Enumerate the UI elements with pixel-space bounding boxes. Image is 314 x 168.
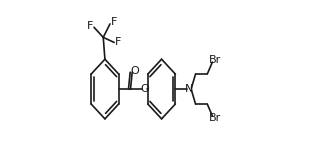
Text: O: O (130, 66, 139, 76)
Text: F: F (115, 37, 121, 47)
Text: F: F (111, 17, 117, 27)
Text: Br: Br (209, 55, 221, 66)
Text: O: O (140, 84, 149, 94)
Text: N: N (185, 84, 193, 94)
Text: F: F (87, 21, 94, 31)
Text: Br: Br (209, 113, 221, 123)
